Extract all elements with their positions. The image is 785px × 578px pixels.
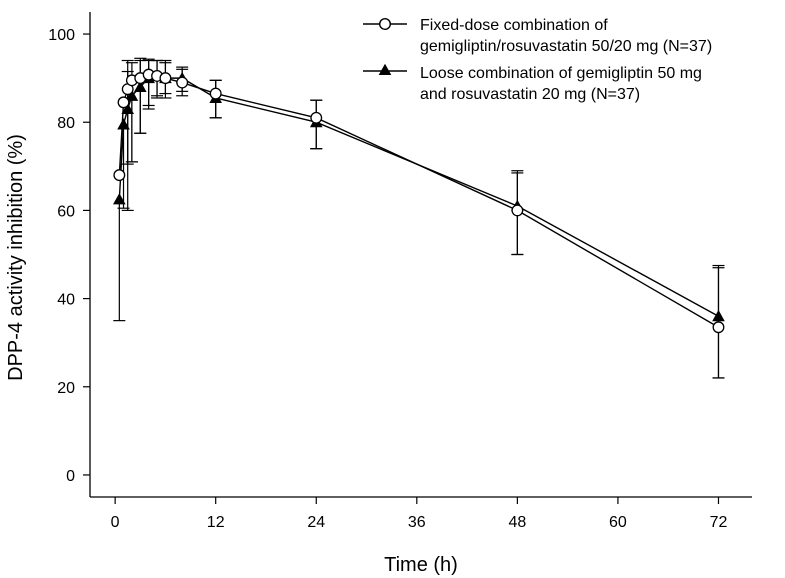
data-point-open-circle <box>113 169 126 182</box>
data-point-filled-triangle <box>133 80 147 92</box>
legend-label-fixed-dose-line1: Fixed-dose combination of <box>420 17 608 34</box>
x-tick-label: 12 <box>207 514 225 531</box>
y-tick-label: 40 <box>57 292 75 309</box>
legend-marker-filled-triangle <box>378 63 392 76</box>
legend-marker-open-circle <box>379 18 392 31</box>
data-point-open-circle <box>209 87 222 100</box>
data-point-open-circle <box>159 72 172 85</box>
y-axis-title: DPP-4 activity inhibition (%) <box>5 134 27 381</box>
x-axis-title: Time (h) <box>384 554 458 576</box>
data-point-open-circle <box>511 204 524 217</box>
data-point-filled-triangle <box>117 118 130 130</box>
series-line-fixed-dose <box>118 73 719 328</box>
x-tick-label: 48 <box>508 514 526 531</box>
data-point-open-circle <box>117 96 130 109</box>
data-point-open-circle <box>712 321 725 334</box>
x-tick-label: 72 <box>710 514 728 531</box>
data-point-filled-triangle <box>121 102 135 115</box>
data-point-filled-triangle <box>712 309 725 322</box>
series-lines <box>118 73 719 328</box>
data-point-filled-triangle <box>113 193 126 205</box>
series-line-loose <box>118 75 719 317</box>
y-tick-label: 20 <box>57 380 75 397</box>
x-tick-label: 24 <box>307 514 325 531</box>
data-point-open-circle <box>310 111 323 124</box>
x-tick-label: 60 <box>609 514 627 531</box>
series-markers <box>113 68 725 334</box>
legend-label-fixed-dose-line2: gemigliptin/rosuvastatin 50/20 mg (N=37) <box>420 38 712 55</box>
data-point-filled-triangle <box>125 89 139 101</box>
legend-label-loose-line1: Loose combination of gemigliptin 50 mg <box>420 65 702 82</box>
y-tick-label: 80 <box>57 115 75 132</box>
x-tick-label: 36 <box>408 514 426 531</box>
y-tick-label: 0 <box>66 468 75 485</box>
axes: 0 12 24 36 48 60 72 0 20 40 60 80 100 <box>48 12 752 531</box>
y-tick-label: 100 <box>48 27 75 44</box>
y-tick-label: 60 <box>57 203 75 220</box>
x-tick-label: 0 <box>111 514 120 531</box>
legend: Fixed-dose combination of gemigliptin/ro… <box>363 17 712 103</box>
data-point-open-circle <box>176 76 189 89</box>
error-bars <box>113 57 725 379</box>
legend-label-loose-line2: and rosuvastatin 20 mg (N=37) <box>420 86 640 103</box>
